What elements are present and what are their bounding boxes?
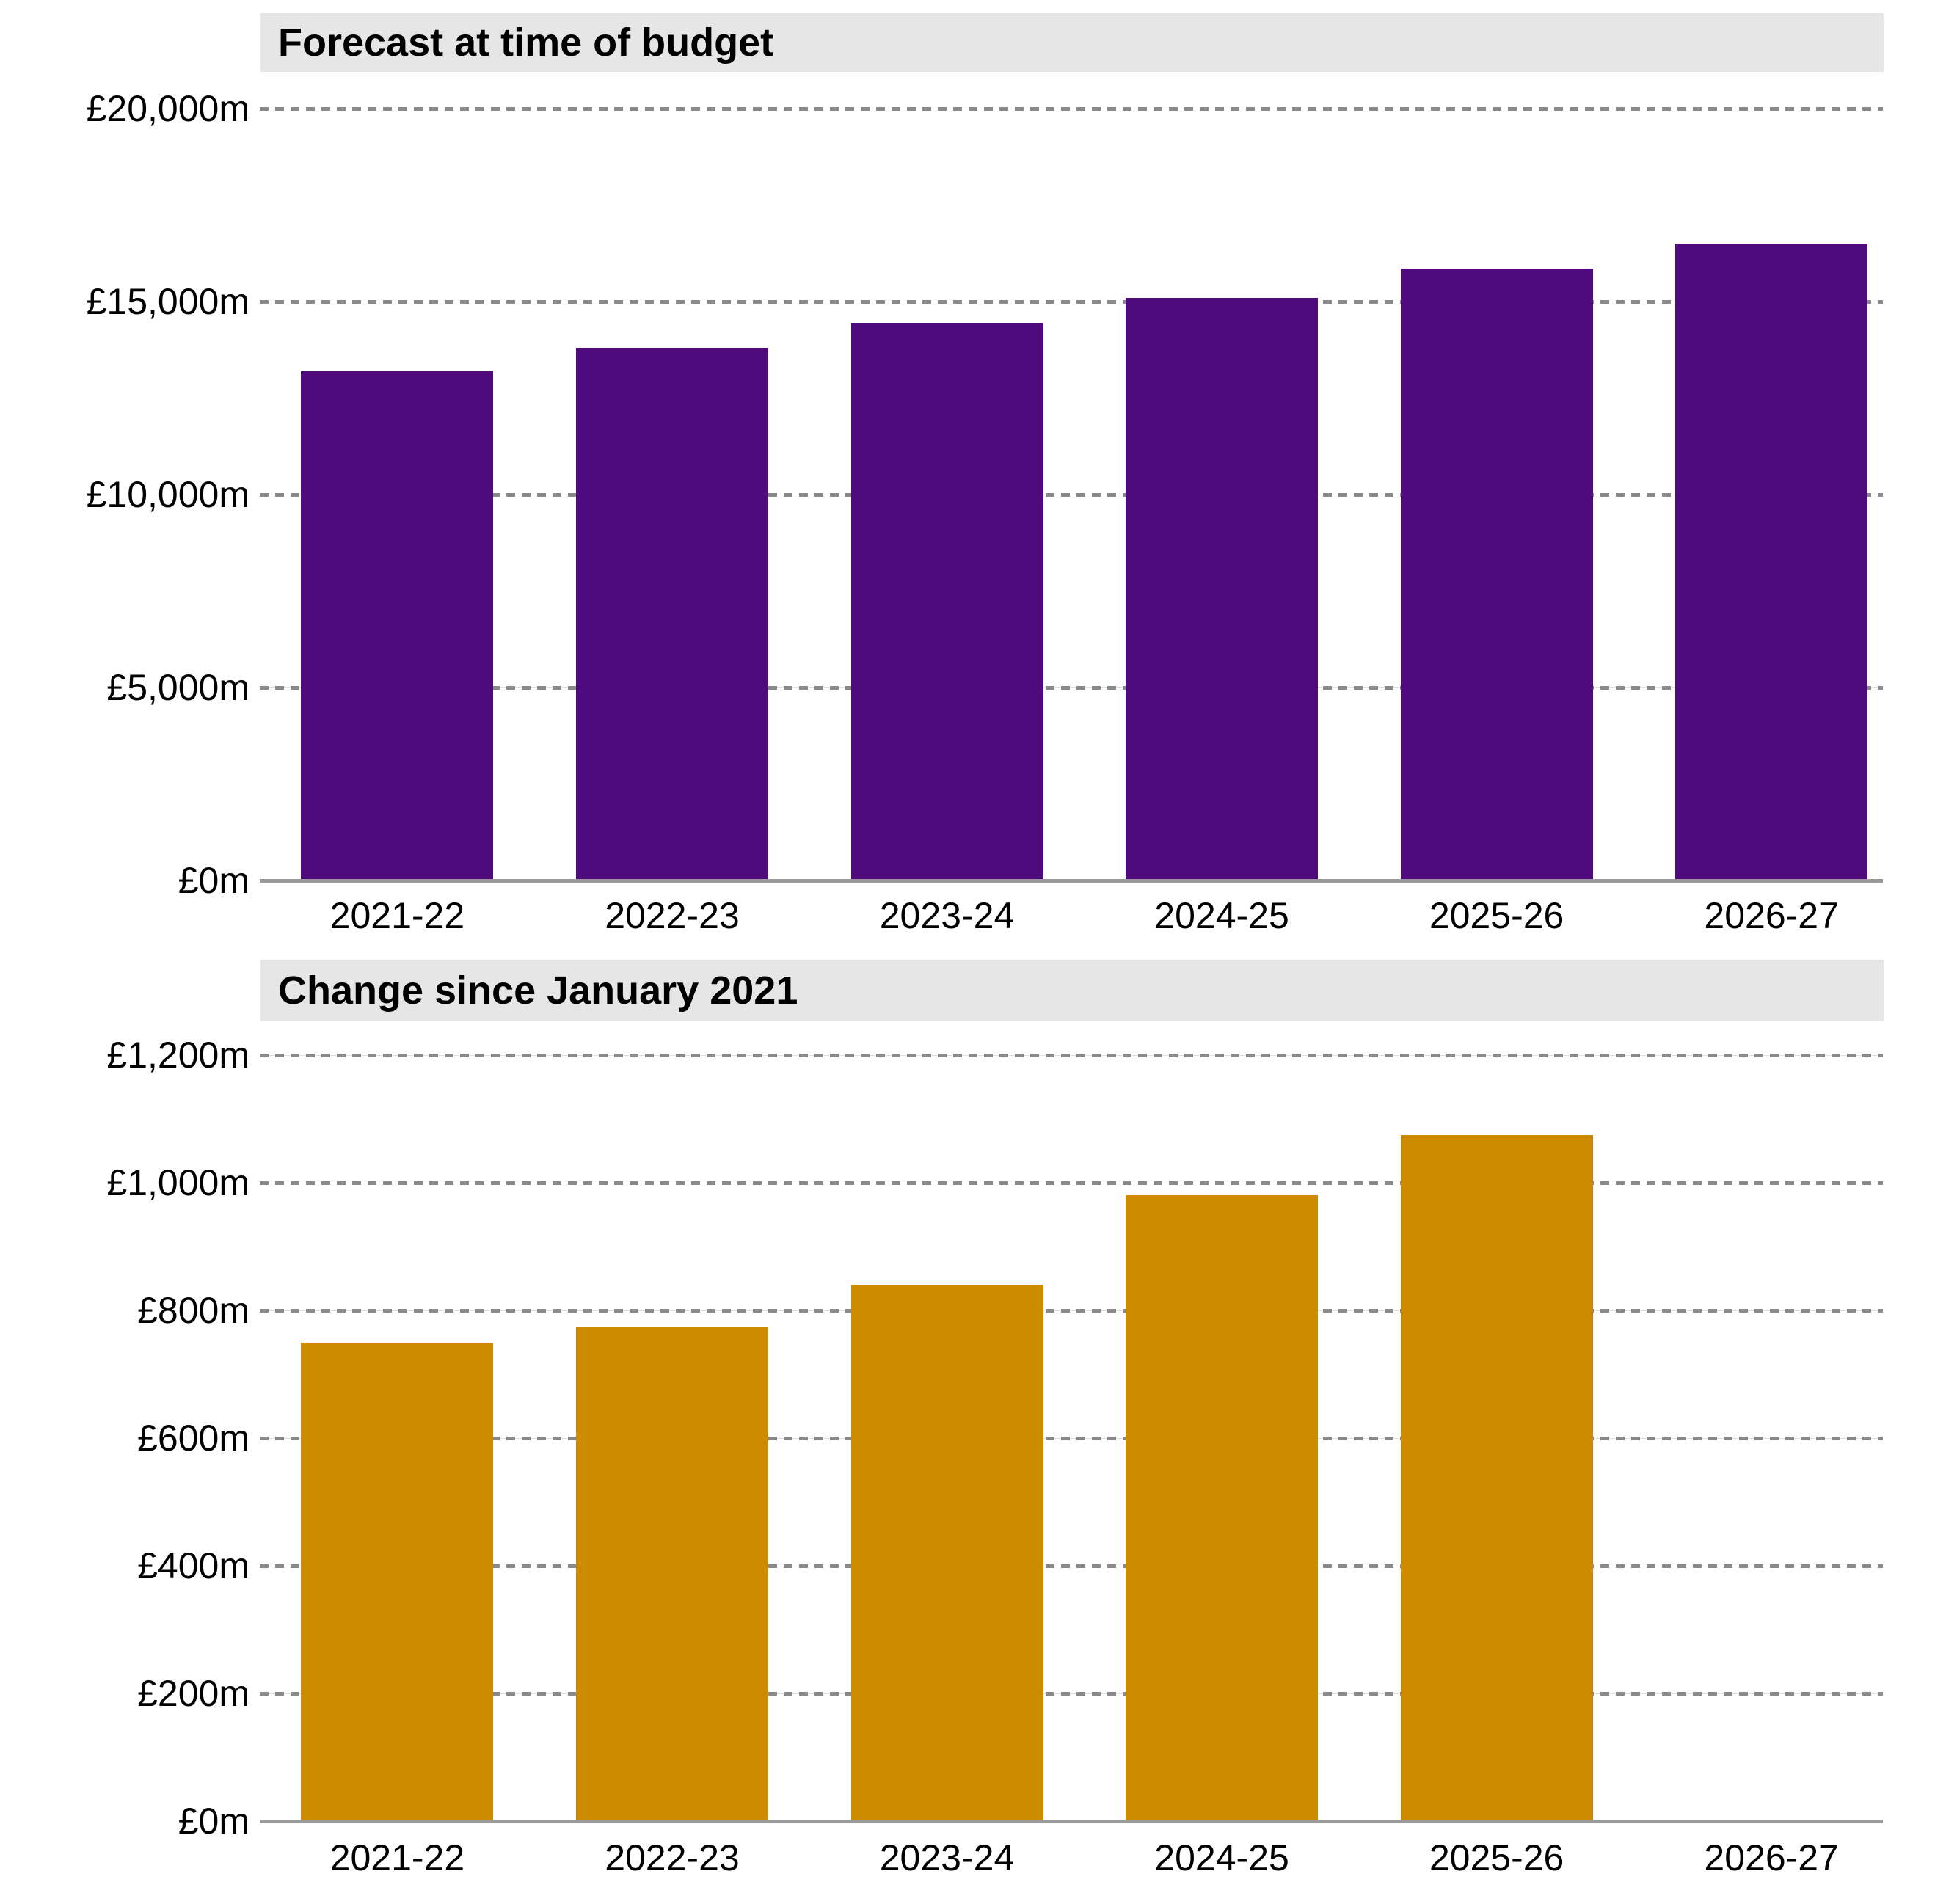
chart2-title: Change since January 2021 bbox=[278, 969, 798, 1013]
x-axis-label-2025-26: 2025-26 bbox=[1429, 1837, 1564, 1878]
bar-2022-23 bbox=[575, 348, 768, 880]
y-axis-tick-label: £20,000m bbox=[86, 88, 249, 129]
gridline-£1,200m bbox=[260, 1054, 1883, 1057]
gridline-£10,000m bbox=[260, 493, 1883, 497]
gridline-£200m bbox=[260, 1692, 1883, 1696]
x-axis-label-2022-23: 2022-23 bbox=[605, 1837, 740, 1878]
chart2-title-band: Change since January 2021 bbox=[260, 960, 1884, 1021]
x-axis-label-2021-22: 2021-22 bbox=[329, 895, 465, 936]
bar-2022-23 bbox=[575, 1326, 768, 1821]
x-axis-label-2023-24: 2023-24 bbox=[879, 895, 1015, 936]
bar-2024-25 bbox=[1126, 297, 1319, 880]
x-axis-label-2024-25: 2024-25 bbox=[1154, 895, 1289, 936]
gridline-£15,000m bbox=[260, 300, 1883, 304]
x-axis-label-2021-22: 2021-22 bbox=[329, 1837, 465, 1878]
x-axis-label-2022-23: 2022-23 bbox=[605, 895, 740, 936]
gridline-£5,000m bbox=[260, 686, 1883, 690]
y-axis-tick-label: £600m bbox=[137, 1418, 249, 1459]
chart1-title: Forecast at time of budget bbox=[278, 21, 774, 65]
y-axis-tick-label: £800m bbox=[137, 1290, 249, 1331]
bar-2024-25 bbox=[1126, 1195, 1319, 1821]
gridline-£20,000m bbox=[260, 107, 1883, 111]
y-axis-tick-label: £1,200m bbox=[106, 1035, 249, 1076]
x-axis-line bbox=[260, 879, 1883, 883]
gridline-£400m bbox=[260, 1564, 1883, 1568]
y-axis-tick-label: £15,000m bbox=[86, 281, 249, 322]
x-axis-label-2026-27: 2026-27 bbox=[1704, 895, 1839, 936]
bar-2023-24 bbox=[850, 322, 1043, 880]
bar-2025-26 bbox=[1400, 269, 1593, 880]
x-axis-label-2024-25: 2024-25 bbox=[1154, 1837, 1289, 1878]
chart1-title-band: Forecast at time of budget bbox=[260, 13, 1884, 72]
y-axis-tick-label: £200m bbox=[137, 1673, 249, 1714]
gridline-£1,000m bbox=[260, 1181, 1883, 1185]
x-axis-label-2026-27: 2026-27 bbox=[1704, 1837, 1839, 1878]
y-axis-tick-label: £400m bbox=[137, 1545, 249, 1586]
y-axis-tick-label: £0m bbox=[178, 1801, 249, 1842]
bar-2021-22 bbox=[301, 1342, 494, 1821]
x-axis-label-2023-24: 2023-24 bbox=[879, 1837, 1015, 1878]
y-axis-tick-label: £5,000m bbox=[106, 667, 249, 708]
y-axis-tick-label: £1,000m bbox=[106, 1162, 249, 1203]
bar-2026-27 bbox=[1675, 244, 1868, 880]
gridline-£800m bbox=[260, 1309, 1883, 1313]
x-axis-label-2025-26: 2025-26 bbox=[1429, 895, 1564, 936]
gridline-£600m bbox=[260, 1437, 1883, 1440]
y-axis-tick-label: £0m bbox=[178, 860, 249, 901]
y-axis-tick-label: £10,000m bbox=[86, 474, 249, 515]
bar-2021-22 bbox=[301, 371, 494, 880]
bar-2023-24 bbox=[850, 1285, 1043, 1821]
bar-2025-26 bbox=[1400, 1134, 1593, 1821]
x-axis-line bbox=[260, 1820, 1883, 1823]
